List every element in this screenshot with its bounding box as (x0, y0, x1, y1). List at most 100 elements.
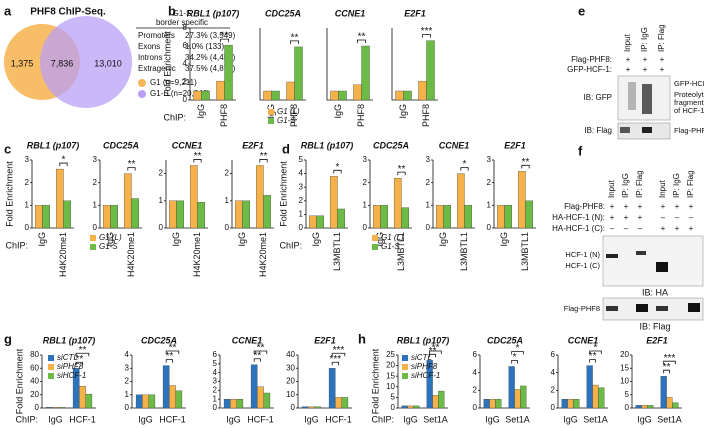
y-tick-label: 4 (299, 169, 304, 178)
column-label: IP: Flag (635, 170, 644, 198)
chart-title: E2F1 (646, 335, 668, 345)
sig-bracket (127, 167, 136, 171)
bar (464, 205, 472, 229)
sign: + (610, 213, 615, 222)
bar (525, 200, 533, 229)
sig-bracket (331, 352, 346, 357)
y-tick-label: 0 (35, 403, 40, 412)
sig-label: *** (664, 353, 676, 364)
sig-bracket (663, 369, 670, 374)
row-name: Exons (138, 42, 160, 51)
bar (483, 399, 490, 409)
bar (135, 394, 143, 409)
table-title: G1-S (173, 9, 192, 18)
sig-bracket (220, 38, 229, 43)
x-tick-label: IgG (398, 104, 408, 119)
chart-title: CDC25A (487, 335, 523, 345)
band (636, 304, 648, 312)
sig-label: *** (421, 26, 433, 37)
legend-swatch (372, 235, 378, 241)
bar (393, 177, 402, 229)
bar (586, 365, 593, 409)
band (642, 127, 652, 133)
chart-title: CDC25A (141, 335, 177, 345)
y-tick-label: 3 (93, 155, 98, 164)
bar (56, 168, 64, 229)
blot-label: IB: Flag (639, 321, 670, 331)
panel-letter: a (4, 3, 12, 18)
sign: + (638, 213, 643, 222)
y-tick-label: 60 (30, 363, 39, 372)
chart-title: RBL1 (p107) (397, 335, 450, 345)
band (606, 254, 618, 258)
sig-bracket (429, 350, 442, 354)
table-title: border specific (156, 18, 208, 27)
bar (395, 90, 404, 101)
bar (672, 402, 679, 409)
sig-label: *** (330, 354, 342, 365)
chart-title: E2F1 (242, 140, 264, 150)
row-label: GFP-HCF-1: (567, 65, 612, 74)
bar (496, 205, 505, 229)
bar (263, 392, 271, 409)
x-tick-label: PHF8 (356, 104, 366, 127)
x-tick-label: L3MBTL1 (520, 232, 530, 271)
sig-label: ** (398, 164, 406, 175)
band (656, 306, 668, 311)
sig-label: *** (333, 345, 345, 356)
bar (592, 384, 599, 409)
bar (35, 205, 43, 229)
sig-label: ** (169, 343, 177, 354)
x-tick-label: IgG (105, 232, 115, 247)
bar (124, 173, 132, 229)
column-label: IP: Flag (686, 170, 695, 198)
sig-bracket (521, 164, 530, 169)
row-name: Introns (138, 53, 162, 62)
sig-label: * (62, 155, 66, 166)
bar (413, 405, 420, 409)
y-tick-label: 20 (286, 377, 295, 386)
y-axis-label: Fold Enrichment (278, 161, 288, 227)
bar (641, 405, 648, 409)
bar (314, 406, 322, 409)
sign: – (624, 224, 629, 233)
venn-count: 13,010 (94, 58, 122, 68)
chart-title: CDC25A (103, 140, 139, 150)
y-tick-label: 10 (386, 382, 395, 391)
row-value: 37.5% (4,875) (185, 64, 236, 73)
sig-bracket (333, 169, 342, 174)
band (628, 82, 636, 110)
bar (308, 406, 315, 409)
bar (176, 200, 184, 229)
x-tick-label: IgG (403, 414, 418, 424)
y-tick-label: 20 (386, 361, 395, 370)
y-tick-label: 20 (30, 390, 39, 399)
bar (316, 215, 324, 229)
bar (110, 205, 118, 229)
x-tick-label: IgG (375, 232, 385, 247)
bar (432, 395, 439, 409)
legend-swatch (48, 355, 54, 361)
legend-label: siHCF-1 (57, 371, 86, 380)
panel-letter: g (4, 331, 12, 346)
chip-label: ChIP: (5, 240, 28, 250)
legend-swatch (402, 364, 408, 370)
y-axis-label: Fold Enrichment (4, 161, 14, 227)
y-tick-label: 0 (213, 403, 218, 412)
column-label: Input (658, 179, 667, 198)
y-tick-label: 80 (30, 350, 39, 359)
bar (443, 205, 451, 229)
column-label: IP: IgG (621, 173, 630, 198)
bar (660, 376, 667, 409)
bar (148, 394, 156, 409)
bar (666, 397, 673, 409)
y-tick-label: 30 (286, 363, 295, 372)
y-tick-label: 2 (426, 178, 431, 187)
chart-title: CCNE1 (335, 8, 366, 18)
bar (504, 205, 512, 229)
bar (79, 385, 86, 409)
chart-title: CCNE1 (232, 335, 263, 345)
legend-label: siCTL (57, 353, 78, 362)
bar (518, 171, 526, 229)
